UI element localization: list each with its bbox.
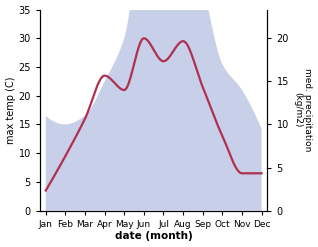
X-axis label: date (month): date (month) [115, 231, 192, 242]
Y-axis label: max temp (C): max temp (C) [5, 76, 16, 144]
Y-axis label: med. precipitation
(kg/m2): med. precipitation (kg/m2) [293, 68, 313, 152]
